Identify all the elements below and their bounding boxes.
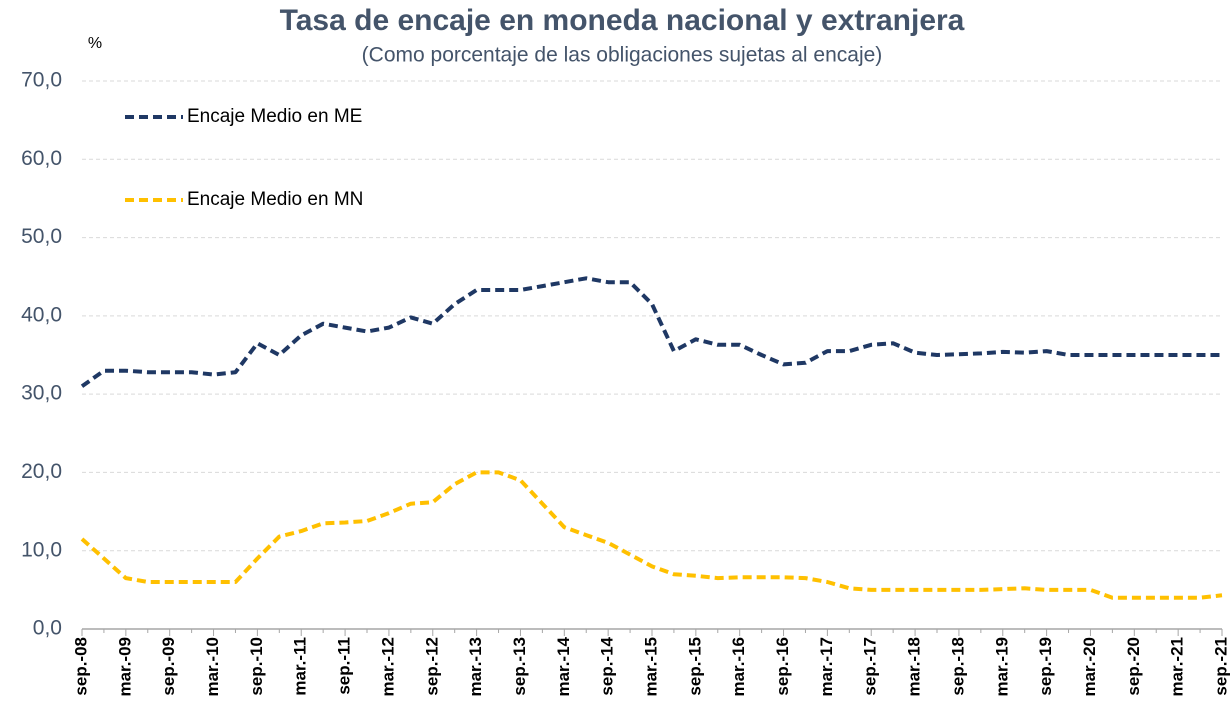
y-tick-label: 0,0	[33, 617, 62, 640]
x-tick-label: sep.-14	[598, 636, 617, 695]
x-tick-label: sep.-09	[159, 637, 178, 696]
y-tick-label: 40,0	[21, 303, 62, 326]
x-tick-label: sep.-19	[1036, 637, 1055, 696]
x-tick-label: mar.-19	[992, 637, 1011, 697]
x-tick-label: mar.-15	[641, 637, 660, 697]
series-line	[80, 470, 1223, 600]
y-tick-label: 20,0	[21, 460, 62, 483]
x-tick-label: sep.-18	[948, 637, 967, 696]
x-tick-label: sep.-12	[422, 637, 441, 696]
y-unit-label: %	[88, 35, 102, 52]
x-tick-label: sep.-08	[71, 637, 90, 696]
y-tick-label: 30,0	[21, 382, 62, 405]
chart-subtitle: (Como porcentaje de las obligaciones suj…	[362, 44, 883, 67]
x-tick-label: sep.-11	[335, 637, 354, 695]
y-tick-label: 10,0	[21, 538, 62, 561]
x-tick-label: sep.-15	[685, 637, 704, 696]
chart-title: Tasa de encaje en moneda nacional y extr…	[280, 4, 965, 37]
x-tick-label: mar.-12	[378, 637, 397, 697]
x-tick-label: mar.-21	[1168, 637, 1187, 697]
y-tick-label: 50,0	[21, 225, 62, 248]
x-tick-label: mar.-13	[466, 637, 485, 697]
y-tick-label: 60,0	[21, 147, 62, 170]
x-tick-label: mar.-10	[203, 637, 222, 697]
x-tick-label: sep.-20	[1124, 637, 1143, 696]
x-tick-label: sep.-10	[247, 637, 266, 696]
x-tick-label: sep.-21	[1211, 637, 1230, 696]
x-tick-label: sep.-16	[773, 637, 792, 696]
legend-label: Encaje Medio en MN	[187, 189, 363, 210]
x-tick-label: mar.-11	[291, 637, 310, 696]
x-tick-label: mar.-17	[817, 637, 836, 697]
x-tick-label: mar.-16	[729, 637, 748, 697]
x-tick-label: mar.-20	[1080, 637, 1099, 697]
x-tick-label: sep.-13	[510, 637, 529, 696]
x-tick-label: mar.-14	[554, 636, 573, 696]
x-tick-label: mar.-09	[115, 637, 134, 697]
y-tick-label: 70,0	[21, 69, 62, 92]
legend-label: Encaje Medio en ME	[187, 106, 362, 127]
series-line	[80, 276, 1222, 388]
x-tick-label: sep.-17	[861, 637, 880, 696]
x-tick-label: mar.-18	[905, 637, 924, 697]
